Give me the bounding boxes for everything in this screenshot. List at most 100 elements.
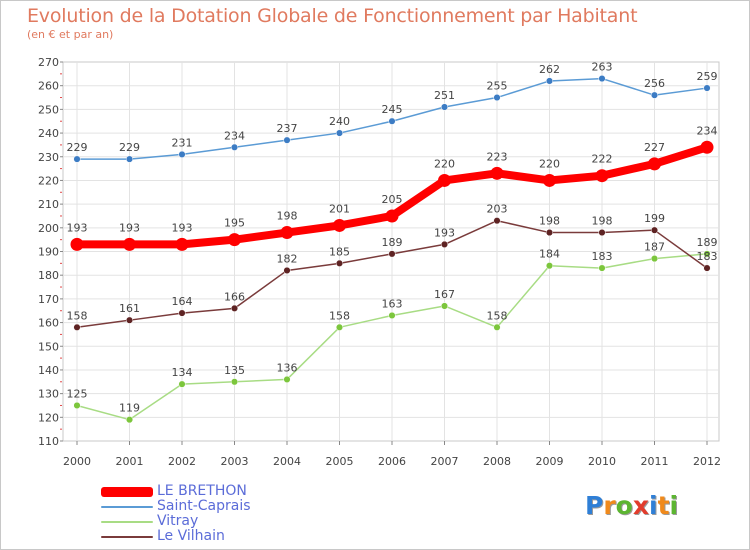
- y-tick-label: 130: [38, 388, 59, 401]
- data-label: 193: [119, 221, 140, 234]
- data-label: 229: [119, 141, 140, 154]
- data-label: 229: [67, 141, 88, 154]
- y-tick-label: 260: [38, 80, 59, 93]
- data-point: [595, 169, 609, 183]
- logo-letter: o: [615, 491, 633, 520]
- data-point: [703, 84, 711, 92]
- data-label: 203: [487, 203, 508, 216]
- data-label: 262: [539, 63, 560, 76]
- data-point: [440, 103, 449, 111]
- data-label: 205: [382, 193, 403, 206]
- x-tick-label: 2008: [483, 455, 511, 468]
- x-tick-label: 2004: [273, 455, 301, 468]
- legend-swatch: [101, 487, 153, 497]
- legend-swatch: [101, 506, 153, 508]
- data-point: [230, 143, 239, 151]
- data-label: 119: [119, 402, 140, 415]
- legend-label: Le Vilhain: [157, 528, 225, 544]
- data-label: 255: [487, 80, 508, 93]
- chart-subtitle: (en € et par an): [27, 28, 114, 41]
- data-label: 222: [592, 153, 613, 166]
- data-point: [73, 155, 81, 163]
- data-point: [335, 259, 344, 267]
- data-point: [125, 416, 134, 424]
- data-label: 158: [67, 309, 88, 322]
- data-point: [385, 209, 399, 223]
- y-tick-label: 230: [38, 151, 59, 164]
- y-tick-label: 160: [38, 317, 59, 330]
- data-point: [493, 217, 501, 225]
- data-label: 220: [539, 157, 560, 170]
- data-label: 136: [277, 361, 298, 374]
- y-tick-label: 120: [38, 411, 59, 424]
- data-point: [178, 309, 186, 317]
- data-point: [73, 401, 81, 410]
- data-point: [125, 155, 134, 163]
- data-label: 189: [697, 236, 718, 249]
- logo-letter: i: [669, 491, 679, 520]
- logo-letter: x: [632, 491, 649, 520]
- data-label: 227: [644, 141, 665, 154]
- data-point: [493, 323, 501, 331]
- data-label: 187: [644, 241, 665, 254]
- y-tick-label: 140: [38, 364, 59, 377]
- x-tick-label: 2001: [116, 455, 144, 468]
- data-point: [545, 262, 554, 270]
- data-label: 198: [277, 210, 298, 223]
- data-label: 201: [329, 202, 350, 215]
- data-label: 161: [119, 302, 140, 315]
- data-point: [650, 255, 659, 263]
- x-tick-label: 2000: [63, 455, 91, 468]
- data-point: [123, 237, 136, 251]
- y-tick-label: 220: [38, 174, 59, 187]
- data-point: [230, 378, 239, 386]
- logo-letter: t: [657, 491, 670, 520]
- x-tick-label: 2007: [431, 455, 459, 468]
- data-point: [490, 166, 504, 180]
- data-label: 163: [382, 297, 403, 310]
- x-tick-label: 2012: [693, 455, 721, 468]
- legend-swatch: [101, 521, 153, 523]
- data-label: 198: [539, 215, 560, 228]
- data-label: 185: [329, 245, 350, 258]
- data-point: [598, 264, 606, 272]
- data-point: [70, 237, 84, 251]
- data-label: 256: [644, 77, 665, 90]
- data-point: [335, 323, 344, 331]
- data-label: 198: [592, 215, 613, 228]
- data-point: [175, 237, 189, 251]
- data-point: [388, 250, 396, 258]
- x-tick-label: 2009: [536, 455, 564, 468]
- data-point: [125, 316, 134, 324]
- data-label: 134: [172, 366, 193, 379]
- data-label: 195: [224, 217, 245, 230]
- y-tick-label: 270: [38, 56, 59, 69]
- data-label: 193: [67, 221, 88, 234]
- data-label: 164: [172, 295, 193, 308]
- y-tick-label: 190: [38, 246, 59, 259]
- data-label: 199: [644, 212, 665, 225]
- y-tick-label: 250: [38, 103, 59, 116]
- data-point: [493, 93, 501, 102]
- legend-label: LE BRETHON: [157, 483, 247, 499]
- data-point: [700, 140, 714, 154]
- data-label: 234: [697, 124, 718, 137]
- data-point: [598, 229, 606, 237]
- data-point: [335, 129, 344, 137]
- data-point: [388, 311, 396, 320]
- data-point: [440, 240, 449, 248]
- data-point: [178, 380, 186, 388]
- data-label: 183: [697, 250, 718, 263]
- data-point: [283, 266, 291, 275]
- data-point: [280, 226, 294, 240]
- data-point: [178, 150, 186, 158]
- y-tick-label: 180: [38, 269, 59, 282]
- data-label: 223: [487, 150, 508, 163]
- x-tick-label: 2002: [168, 455, 196, 468]
- data-point: [388, 117, 396, 125]
- x-tick-label: 2011: [641, 455, 669, 468]
- y-tick-label: 210: [38, 198, 59, 211]
- y-tick-label: 240: [38, 127, 59, 140]
